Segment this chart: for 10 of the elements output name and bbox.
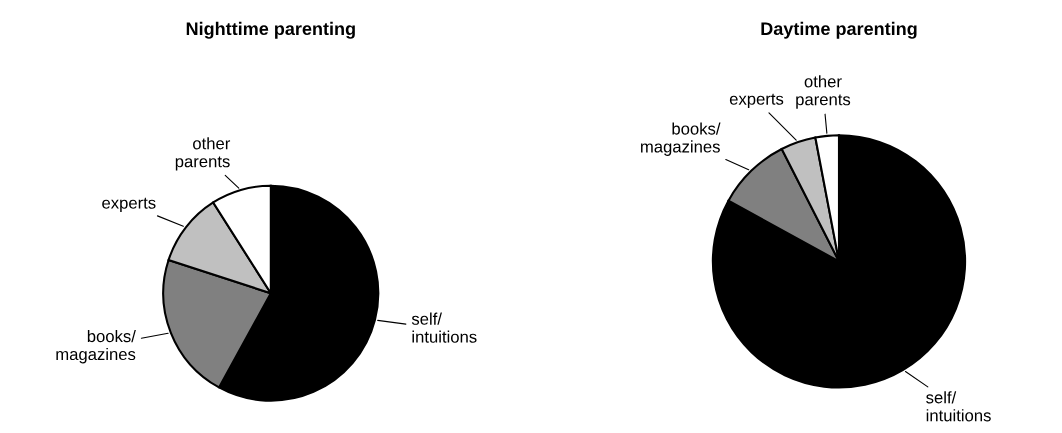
slice-label: other parents <box>175 137 231 171</box>
slice-label: self/ intuitions <box>411 312 477 343</box>
chart-title: Nighttime parenting <box>186 21 355 39</box>
chart-title: Daytime parenting <box>761 21 917 39</box>
slice-label: other parents <box>796 75 851 109</box>
slice-label: books/ magazines <box>56 329 136 364</box>
slice-label: experts <box>102 197 156 213</box>
slice-label: books/ magazines <box>641 122 721 156</box>
slice-label: experts <box>729 93 784 109</box>
slice-label: self/ intuitions <box>926 391 991 422</box>
